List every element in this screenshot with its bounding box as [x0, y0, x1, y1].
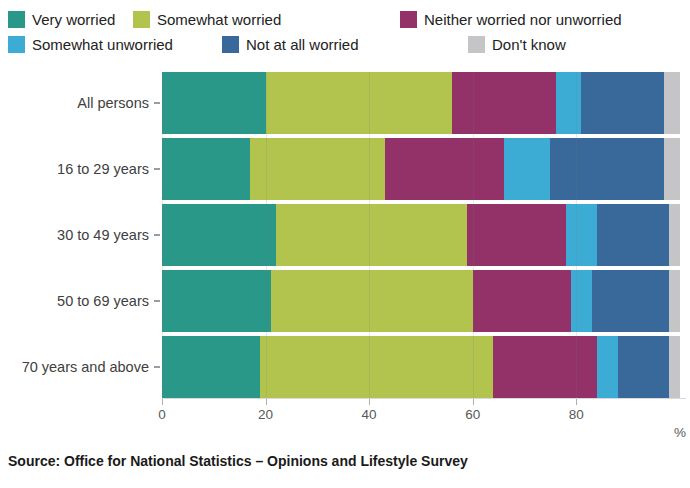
legend-swatch-very-worried	[8, 11, 25, 28]
chart-container: Very worried Somewhat worried Neither wo…	[0, 0, 690, 488]
category-label: 70 years and above	[22, 359, 149, 375]
legend-label: Not at all worried	[246, 36, 359, 53]
x-tick-label: 80	[569, 407, 584, 422]
x-tick	[369, 399, 370, 405]
bar-row: 50 to 69 years	[162, 270, 686, 332]
bar-segment-not-at-all[interactable]	[581, 72, 664, 134]
bar-segment-somewhat-unworried[interactable]	[566, 204, 597, 266]
category-cell: 70 years and above	[2, 336, 162, 398]
category-label: 30 to 49 years	[57, 227, 149, 243]
bar-segment-not-at-all[interactable]	[550, 138, 664, 200]
bar-segment-somewhat-worried[interactable]	[271, 270, 473, 332]
x-tick-label: 60	[465, 407, 480, 422]
bar-segment-neither[interactable]	[493, 336, 597, 398]
x-tick	[162, 399, 163, 405]
x-axis: 0 20 40 60 80 %	[162, 398, 686, 443]
bar-segment-somewhat-worried[interactable]	[266, 72, 452, 134]
legend-label: Don't know	[492, 36, 566, 53]
legend-swatch-neither	[400, 11, 417, 28]
stacked-bar	[162, 72, 686, 134]
legend-label: Neither worried nor unworried	[424, 11, 622, 28]
stacked-bar	[162, 270, 686, 332]
legend-item: Neither worried nor unworried	[400, 9, 622, 29]
legend-item: Not at all worried	[222, 34, 359, 54]
x-tick	[266, 399, 267, 405]
x-tick-label: 40	[362, 407, 377, 422]
bar-segment-not-at-all[interactable]	[592, 270, 670, 332]
bar-remainder	[680, 72, 686, 134]
category-cell: All persons	[2, 72, 162, 134]
bar-segment-very-worried[interactable]	[162, 72, 266, 134]
bar-row: All persons	[162, 72, 686, 134]
legend: Very worried Somewhat worried Neither wo…	[0, 9, 690, 65]
x-tick-label: 0	[158, 407, 166, 422]
category-label: All persons	[77, 95, 149, 111]
category-label: 50 to 69 years	[57, 293, 149, 309]
bar-segment-neither[interactable]	[452, 72, 556, 134]
category-cell: 50 to 69 years	[2, 270, 162, 332]
x-tick	[473, 399, 474, 405]
category-tick	[154, 168, 160, 170]
bar-remainder	[680, 336, 686, 398]
bar-segment-neither[interactable]	[385, 138, 504, 200]
stacked-bar	[162, 336, 686, 398]
category-tick	[154, 300, 160, 302]
plot-area: All persons 16 to 29 years	[162, 72, 686, 443]
legend-item: Don't know	[468, 34, 566, 54]
bar-row: 16 to 29 years	[162, 138, 686, 200]
bar-segment-very-worried[interactable]	[162, 138, 250, 200]
source-note: Source: Office for National Statistics –…	[8, 453, 468, 469]
bar-remainder	[680, 270, 686, 332]
category-cell: 30 to 49 years	[2, 204, 162, 266]
x-tick-label: 20	[258, 407, 273, 422]
bar-segment-not-at-all[interactable]	[618, 336, 670, 398]
legend-item: Very worried	[8, 9, 115, 29]
bar-segment-dont-know[interactable]	[669, 204, 679, 266]
bar-remainder	[680, 138, 686, 200]
bar-row: 70 years and above	[162, 336, 686, 398]
category-label: 16 to 29 years	[57, 161, 149, 177]
x-axis-unit-label: %	[674, 425, 686, 440]
legend-label: Somewhat worried	[157, 11, 281, 28]
legend-swatch-somewhat-worried	[133, 11, 150, 28]
bar-segment-neither[interactable]	[467, 204, 565, 266]
bar-segment-somewhat-unworried[interactable]	[597, 336, 618, 398]
bar-segment-somewhat-unworried[interactable]	[556, 72, 582, 134]
bar-segment-somewhat-unworried[interactable]	[571, 270, 592, 332]
legend-label: Very worried	[32, 11, 115, 28]
bar-segment-somewhat-worried[interactable]	[250, 138, 385, 200]
bar-segment-very-worried[interactable]	[162, 336, 260, 398]
legend-label: Somewhat unworried	[32, 36, 173, 53]
stacked-bar	[162, 204, 686, 266]
bar-row: 30 to 49 years	[162, 204, 686, 266]
bars-area: All persons 16 to 29 years	[162, 72, 686, 398]
legend-swatch-not-at-all	[222, 36, 239, 53]
category-cell: 16 to 29 years	[2, 138, 162, 200]
bar-segment-not-at-all[interactable]	[597, 204, 669, 266]
bar-segment-dont-know[interactable]	[669, 270, 679, 332]
bar-segment-dont-know[interactable]	[664, 138, 680, 200]
bar-segment-neither[interactable]	[473, 270, 571, 332]
legend-item: Somewhat worried	[133, 9, 281, 29]
legend-swatch-dont-know	[468, 36, 485, 53]
stacked-bar	[162, 138, 686, 200]
bar-segment-dont-know[interactable]	[664, 72, 680, 134]
legend-swatch-somewhat-unworried	[8, 36, 25, 53]
bar-segment-very-worried[interactable]	[162, 204, 276, 266]
bar-segment-somewhat-unworried[interactable]	[504, 138, 551, 200]
category-tick	[154, 366, 160, 368]
legend-item: Somewhat unworried	[8, 34, 173, 54]
bar-segment-somewhat-worried[interactable]	[260, 336, 493, 398]
x-tick	[576, 399, 577, 405]
category-tick	[154, 234, 160, 236]
bar-remainder	[680, 204, 686, 266]
category-tick	[154, 102, 160, 104]
bar-segment-somewhat-worried[interactable]	[276, 204, 468, 266]
bar-segment-very-worried[interactable]	[162, 270, 271, 332]
bar-segment-dont-know[interactable]	[669, 336, 679, 398]
